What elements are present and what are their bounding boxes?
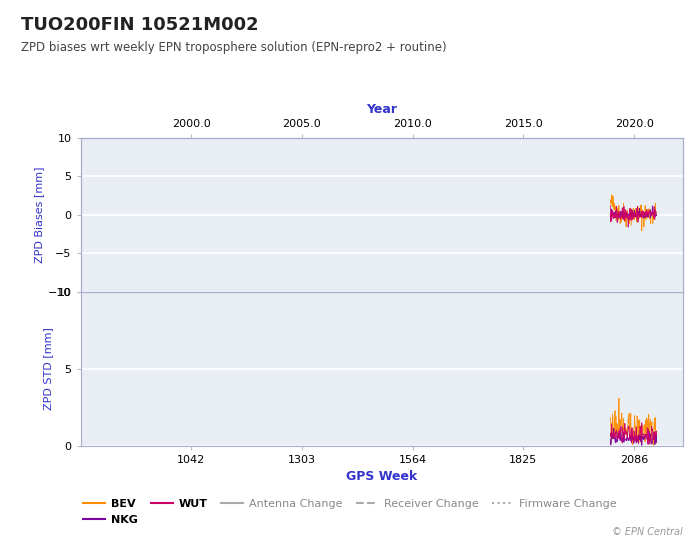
Y-axis label: ZPD Biases [mm]: ZPD Biases [mm]	[34, 166, 44, 263]
Y-axis label: ZPD STD [mm]: ZPD STD [mm]	[43, 327, 53, 410]
Text: ZPD biases wrt weekly EPN troposphere solution (EPN-repro2 + routine): ZPD biases wrt weekly EPN troposphere so…	[21, 40, 447, 53]
Text: TUO200FIN 10521M002: TUO200FIN 10521M002	[21, 16, 258, 34]
X-axis label: Year: Year	[366, 103, 397, 116]
Legend: BEV, NKG, WUT, Antenna Change, Receiver Change, Firmware Change: BEV, NKG, WUT, Antenna Change, Receiver …	[78, 495, 622, 529]
Text: © EPN Central: © EPN Central	[612, 527, 682, 537]
X-axis label: GPS Week: GPS Week	[346, 470, 417, 483]
